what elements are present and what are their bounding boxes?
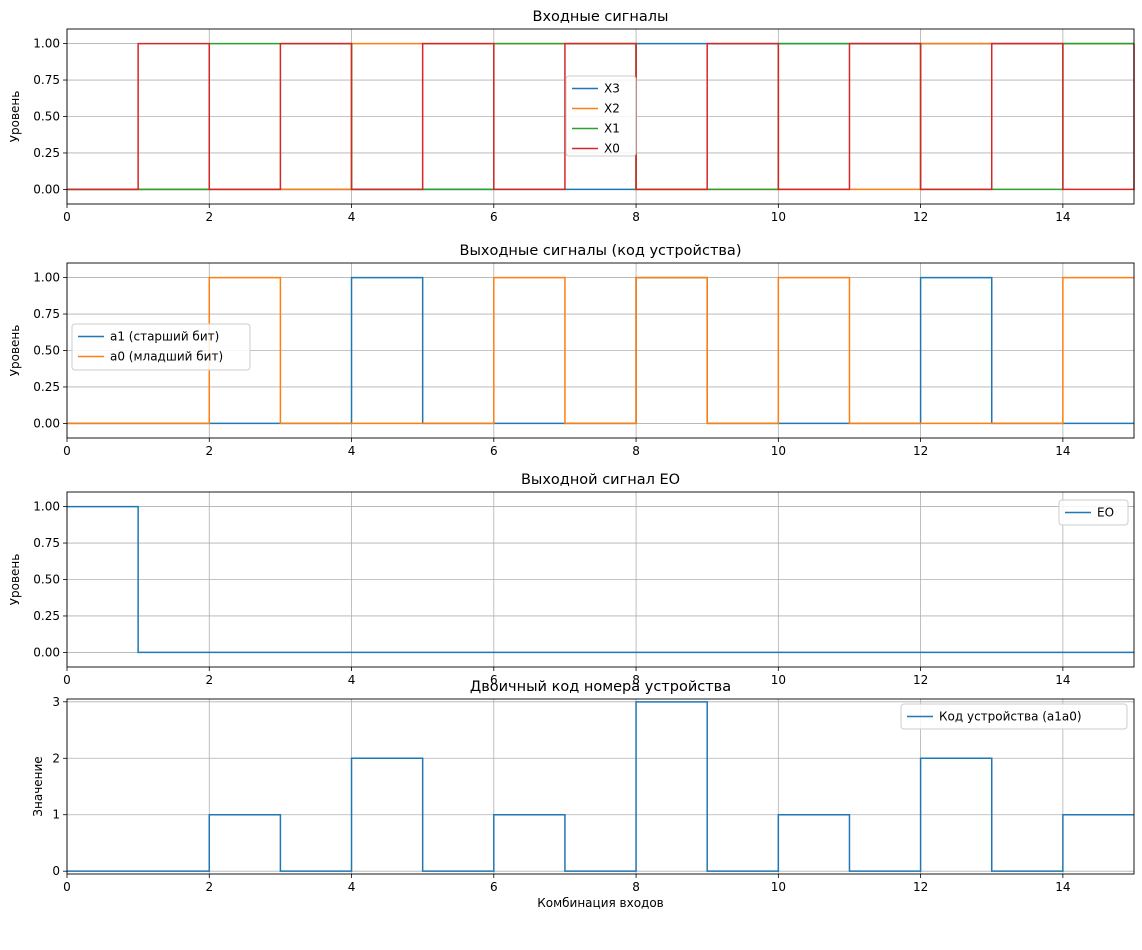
x-tick-label: 4: [348, 444, 356, 458]
x-tick-label: 8: [632, 210, 640, 224]
x-tick-label: 4: [348, 880, 356, 894]
x-axis-label: Комбинация входов: [537, 896, 664, 910]
x-tick-label: 2: [205, 880, 213, 894]
x-tick-label: 2: [205, 210, 213, 224]
legend: a1 (старший бит) a0 (младший бит): [71, 323, 251, 371]
x-tick-label: 4: [348, 673, 356, 687]
y-tick-label: 1.00: [33, 37, 60, 51]
legend-label: a0 (младший бит): [110, 350, 223, 364]
plot-area-frame: [66, 698, 1135, 875]
x-tick-label: 10: [771, 673, 786, 687]
chart-title: Выходные сигналы (код устройства): [460, 243, 742, 259]
y-tick-label: 0.50: [33, 110, 60, 124]
x-tick-label: 10: [771, 444, 786, 458]
x-tick-label: 0: [63, 210, 71, 224]
legend-label: X2: [604, 102, 620, 116]
legend-label: X1: [604, 122, 620, 136]
x-tick-label: 2: [205, 673, 213, 687]
x-tick-label: 0: [63, 444, 71, 458]
legend: Код устройства (a1a0): [900, 703, 1128, 730]
y-tick-label: 1: [52, 808, 60, 822]
series-line-1: [67, 701, 1134, 872]
legend-box: [900, 703, 1128, 730]
x-tick-label: 12: [913, 444, 928, 458]
series-line-2: [67, 276, 1134, 425]
x-tick-label: 10: [771, 210, 786, 224]
x-tick-label: 6: [490, 673, 498, 687]
legend-label: X0: [604, 142, 620, 156]
y-axis-label: Уровень: [8, 325, 22, 377]
legend-label: X3: [604, 82, 620, 96]
chart-panel-2: 0 2 4 6 8 10 12 14 0.00 0.25 0.50 0.75 1.00 Выходные …: [8, 243, 1135, 458]
legend-box: [71, 323, 251, 371]
chart-title: Двоичный код номера устройства: [470, 679, 731, 695]
x-tick-label: 14: [1055, 210, 1070, 224]
legend: X3 X2 X1 X0: [565, 75, 637, 157]
series-line-4: [67, 42, 1135, 191]
x-tick-label: 8: [632, 880, 640, 894]
x-tick-label: 12: [913, 673, 928, 687]
y-tick-label: 1.00: [33, 500, 60, 514]
series-line-1: [67, 505, 1134, 654]
legend-box: [565, 75, 637, 157]
x-tick-label: 8: [632, 444, 640, 458]
x-tick-label: 8: [632, 673, 640, 687]
x-tick-label: 10: [771, 880, 786, 894]
legend-label: Код устройства (a1a0): [939, 710, 1082, 724]
x-tick-label: 14: [1055, 444, 1070, 458]
y-tick-label: 0.00: [33, 182, 60, 196]
chart-title: Входные сигналы: [533, 9, 669, 25]
chart-panel-3: 0 2 4 6 8 10 12 14 0.00 0.25 0.50 0.75 1.00 Выходной …: [8, 472, 1135, 687]
chart-title: Выходной сигнал EO: [521, 472, 680, 488]
y-tick-label: 0.25: [33, 146, 60, 160]
legend-label: a1 (старший бит): [110, 330, 219, 344]
x-tick-label: 14: [1055, 673, 1070, 687]
y-axis-label: Значение: [31, 756, 45, 816]
legend-label: EO: [1097, 506, 1114, 520]
y-tick-label: 3: [52, 695, 60, 709]
x-tick-label: 6: [490, 444, 498, 458]
x-tick-label: 6: [490, 210, 498, 224]
chart-panel-1: 0 2 4 6 8 10 12 14 0.00 0.25 0.50 0.75 1.00 Входные с…: [8, 9, 1135, 224]
legend-box: [1058, 499, 1129, 526]
y-axis-label: Уровень: [8, 91, 22, 143]
y-tick-label: 0: [52, 864, 60, 878]
x-tick-label: 12: [913, 880, 928, 894]
x-tick-label: 2: [205, 444, 213, 458]
y-tick-label: 0.50: [33, 573, 60, 587]
x-tick-label: 0: [63, 673, 71, 687]
y-tick-label: 0.25: [33, 609, 60, 623]
y-tick-label: 0.00: [33, 645, 60, 659]
y-tick-label: 0.00: [33, 416, 60, 430]
x-tick-label: 0: [63, 880, 71, 894]
x-tick-label: 14: [1055, 880, 1070, 894]
x-tick-label: 4: [348, 210, 356, 224]
y-tick-label: 1.00: [33, 271, 60, 285]
y-axis-label: Уровень: [8, 554, 22, 606]
x-tick-label: 12: [913, 210, 928, 224]
x-tick-label: 6: [490, 880, 498, 894]
y-tick-label: 0.50: [33, 344, 60, 358]
y-tick-label: 0.75: [33, 73, 60, 87]
y-tick-label: 0.75: [33, 536, 60, 550]
legend: EO: [1058, 499, 1129, 526]
y-tick-label: 2: [52, 751, 60, 765]
y-tick-label: 0.25: [33, 380, 60, 394]
y-tick-label: 0.75: [33, 307, 60, 321]
